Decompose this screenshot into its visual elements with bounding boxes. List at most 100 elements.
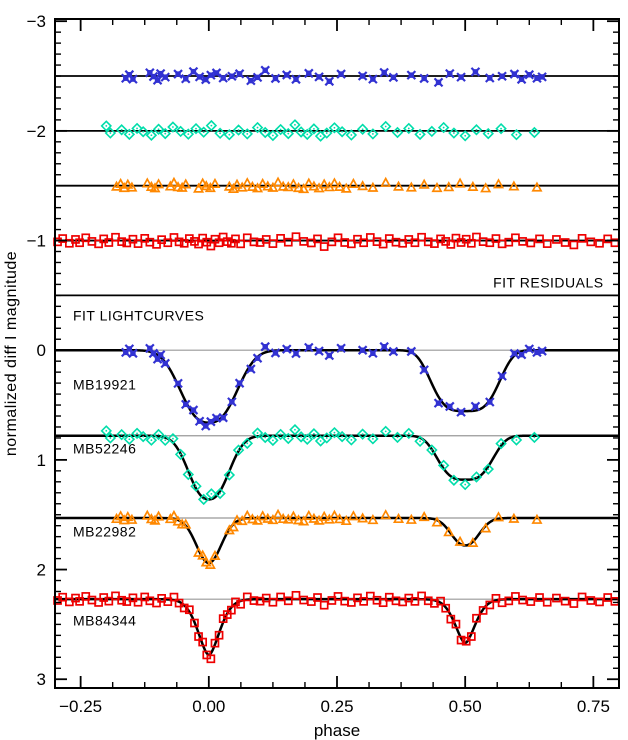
- marker-diamond: [104, 127, 117, 139]
- marker-square: [518, 595, 527, 605]
- marker-triangle: [115, 177, 127, 189]
- marker-square: [577, 233, 587, 243]
- marker-triangle: [467, 180, 479, 191]
- marker-triangle: [531, 513, 543, 524]
- marker-square: [319, 242, 329, 251]
- lightcurve-points-MB19921: [120, 341, 547, 431]
- marker-triangle: [293, 514, 305, 525]
- lightcurve-points-MB22982: [110, 508, 543, 569]
- marker-triangle: [347, 510, 359, 521]
- marker-square: [436, 234, 445, 244]
- marker-triangle: [153, 510, 165, 521]
- marker-square: [410, 597, 420, 606]
- marker-star: [537, 346, 547, 356]
- marker-square: [128, 593, 138, 603]
- marker-square: [179, 238, 189, 248]
- marker-triangle: [115, 510, 127, 521]
- marker-square: [291, 590, 301, 600]
- marker-square: [190, 618, 199, 628]
- marker-diamond: [470, 471, 483, 483]
- marker-triangle: [480, 182, 492, 193]
- marker-triangle: [122, 510, 134, 522]
- marker-square: [111, 232, 120, 242]
- marker-diamond: [379, 425, 392, 438]
- marker-diamond: [314, 435, 327, 447]
- marker-diamond: [356, 123, 369, 135]
- marker-star: [270, 73, 281, 84]
- lightcurve-points-MB52246: [100, 423, 541, 506]
- marker-triangle: [231, 514, 243, 525]
- marker-square: [586, 237, 596, 247]
- residual-zero-lines: [55, 75, 619, 242]
- marker-star: [324, 350, 335, 361]
- marker-triangle: [209, 177, 221, 189]
- marker-triangle: [122, 178, 134, 189]
- marker-square: [466, 632, 476, 641]
- marker-star: [497, 371, 507, 381]
- marker-triangle: [318, 510, 330, 521]
- marker-triangle: [262, 512, 274, 523]
- marker-square: [410, 238, 420, 248]
- marker-triangle: [236, 514, 248, 526]
- marker-square: [446, 240, 456, 249]
- marker-star: [246, 364, 256, 374]
- marker-diamond: [274, 123, 287, 136]
- marker-star: [194, 72, 205, 82]
- marker-square: [378, 239, 388, 249]
- marker-star: [180, 73, 191, 84]
- marker-square: [184, 605, 194, 615]
- marker-triangle: [257, 177, 269, 189]
- marker-square: [163, 238, 173, 248]
- marker-square: [451, 619, 461, 629]
- marker-diamond: [528, 431, 541, 444]
- marker-square: [359, 238, 369, 248]
- marker-triangle: [168, 509, 180, 521]
- marker-star: [234, 69, 245, 79]
- marker-square: [283, 596, 293, 606]
- residual-points-MB22982: [110, 176, 543, 194]
- marker-star: [227, 71, 237, 82]
- x-tick-label: 0.00: [192, 697, 225, 716]
- marker-square: [526, 238, 536, 248]
- marker-triangle: [303, 509, 315, 520]
- marker-diamond: [115, 428, 128, 441]
- marker-diamond: [167, 432, 179, 445]
- y-tick-label: −3: [27, 12, 46, 31]
- marker-triangle: [467, 536, 479, 547]
- x-axis: −0.25 0.00 0.25 0.50 0.75 phase: [59, 19, 610, 740]
- marker-diamond: [528, 126, 541, 139]
- marker-square: [472, 613, 481, 623]
- marker-diamond: [356, 428, 369, 440]
- marker-square: [179, 603, 189, 613]
- marker-square: [461, 636, 471, 646]
- marker-triangle: [367, 181, 379, 192]
- residual-points-MB52246: [100, 119, 541, 142]
- marker-star: [314, 72, 324, 82]
- marker-square: [504, 596, 514, 606]
- residual-points-MB19921: [120, 65, 547, 88]
- marker-diamond: [251, 121, 264, 134]
- marker-triangle: [277, 512, 289, 524]
- marker-diamond: [308, 428, 320, 440]
- marker-star: [456, 407, 466, 417]
- marker-square: [283, 237, 293, 247]
- marker-diamond: [197, 493, 210, 506]
- marker-star: [470, 401, 481, 412]
- marker-square: [313, 593, 322, 602]
- marker-triangle: [431, 181, 443, 193]
- marker-triangle: [246, 513, 258, 524]
- marker-square: [111, 591, 120, 601]
- y-tick-label: 0: [37, 341, 46, 360]
- marker-square: [236, 599, 245, 609]
- marker-star: [155, 350, 166, 360]
- marker-star: [304, 342, 314, 353]
- marker-diamond: [336, 430, 348, 443]
- marker-triangle: [262, 180, 274, 191]
- marker-triangle: [318, 178, 330, 189]
- marker-diamond: [414, 128, 426, 141]
- marker-star: [379, 341, 389, 352]
- marker-diamond: [448, 474, 460, 486]
- marker-diamond: [190, 480, 202, 492]
- marker-diamond: [414, 435, 426, 448]
- marker-diamond: [328, 122, 341, 134]
